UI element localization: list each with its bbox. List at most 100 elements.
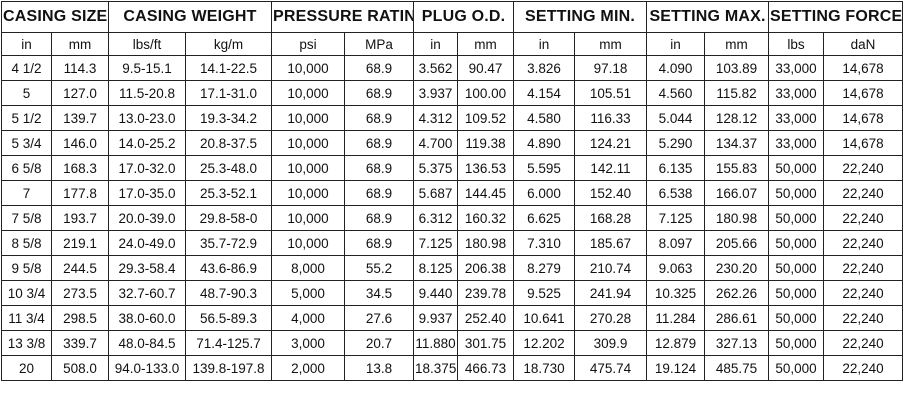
cell-plug-od-in: 3.937 — [413, 80, 459, 106]
cell-pressure-psi: 8,000 — [271, 255, 346, 281]
cell-setting-min-mm: 210.74 — [574, 255, 648, 281]
unit-cell: kg/m — [184, 32, 273, 56]
cell-casing-size-mm: 114.3 — [51, 55, 109, 81]
cell-pressure-psi: 10,000 — [271, 55, 346, 81]
cell-setting-max-in: 4.090 — [646, 55, 706, 81]
cell-force-dan: 22,240 — [823, 205, 904, 231]
cell-plug-od-in: 4.700 — [413, 130, 459, 156]
header-setting-force: SETTING FORCE — [768, 1, 904, 33]
cell-casing-size-mm: 139.7 — [51, 105, 109, 131]
cell-setting-min-mm: 116.33 — [574, 105, 648, 131]
cell-pressure-psi: 10,000 — [271, 230, 346, 256]
cell-setting-min-mm: 185.67 — [574, 230, 648, 256]
cell-pressure-mpa: 55.2 — [344, 255, 415, 281]
cell-force-lbs: 33,000 — [768, 55, 825, 81]
cell-pressure-mpa: 20.7 — [344, 330, 415, 356]
cell-pressure-psi: 10,000 — [271, 155, 346, 181]
cell-setting-min-in: 18.730 — [513, 355, 576, 381]
cell-setting-max-in: 12.879 — [646, 330, 706, 356]
cell-weight-kg-m: 17.1-31.0 — [184, 80, 273, 106]
cell-weight-kg-m: 139.8-197.8 — [184, 355, 273, 381]
cell-weight-lbs-ft: 29.3-58.4 — [108, 255, 186, 281]
cell-setting-min-mm: 97.18 — [574, 55, 648, 81]
cell-casing-size-mm: 177.8 — [51, 180, 109, 206]
cell-setting-min-mm: 124.21 — [574, 130, 648, 156]
cell-weight-kg-m: 25.3-52.1 — [184, 180, 273, 206]
cell-force-lbs: 50,000 — [768, 330, 825, 356]
cell-setting-min-mm: 475.74 — [574, 355, 648, 381]
cell-setting-min-mm: 105.51 — [574, 80, 648, 106]
cell-plug-od-in: 5.687 — [413, 180, 459, 206]
unit-cell: mm — [574, 32, 648, 56]
cell-force-dan: 22,240 — [823, 255, 904, 281]
cell-setting-min-in: 5.595 — [513, 155, 576, 181]
cell-casing-size-in: 6 5/8 — [1, 155, 52, 181]
units-row: in mm lbs/ft kg/m psi MPa in mm in mm in… — [1, 32, 904, 56]
cell-setting-max-in: 5.044 — [646, 105, 706, 131]
unit-cell: mm — [704, 32, 770, 56]
cell-casing-size-in: 10 3/4 — [1, 280, 52, 306]
cell-pressure-mpa: 68.9 — [344, 80, 415, 106]
cell-plug-od-in: 18.375 — [413, 355, 459, 381]
header-pressure-rating: PRESSURE RATING — [271, 1, 415, 33]
cell-setting-min-mm: 168.28 — [574, 205, 648, 231]
unit-cell: MPa — [344, 32, 415, 56]
cell-setting-max-in: 8.097 — [646, 230, 706, 256]
cell-pressure-mpa: 68.9 — [344, 105, 415, 131]
cell-weight-lbs-ft: 20.0-39.0 — [108, 205, 186, 231]
cell-plug-od-in: 4.312 — [413, 105, 459, 131]
cell-force-dan: 22,240 — [823, 230, 904, 256]
table-row: 5 1/2 139.7 13.0-23.0 19.3-34.2 10,000 68.9 4.… — [1, 105, 904, 131]
cell-plug-od-mm: 239.78 — [457, 280, 515, 306]
cell-setting-min-in: 6.625 — [513, 205, 576, 231]
cell-force-lbs: 33,000 — [768, 80, 825, 106]
cell-setting-max-in: 7.125 — [646, 205, 706, 231]
cell-weight-lbs-ft: 9.5-15.1 — [108, 55, 186, 81]
table-row: 8 5/8 219.1 24.0-49.0 35.7-72.9 10,000 68.9 7.… — [1, 230, 904, 256]
cell-setting-max-in: 4.560 — [646, 80, 706, 106]
cell-pressure-mpa: 68.9 — [344, 230, 415, 256]
cell-pressure-mpa: 68.9 — [344, 155, 415, 181]
cell-casing-size-mm: 193.7 — [51, 205, 109, 231]
table-row: 9 5/8 244.5 29.3-58.4 43.6-86.9 8,000 55.2 8.1… — [1, 255, 904, 281]
cell-force-dan: 14,678 — [823, 80, 904, 106]
cell-plug-od-mm: 206.38 — [457, 255, 515, 281]
cell-plug-od-mm: 301.75 — [457, 330, 515, 356]
cell-setting-max-mm: 286.61 — [704, 305, 770, 331]
cell-casing-size-in: 11 3/4 — [1, 305, 52, 331]
cell-setting-min-in: 6.000 — [513, 180, 576, 206]
cell-force-lbs: 50,000 — [768, 280, 825, 306]
header-plug-od: PLUG O.D. — [413, 1, 515, 33]
cell-force-dan: 14,678 — [823, 55, 904, 81]
cell-pressure-psi: 10,000 — [271, 205, 346, 231]
cell-setting-max-mm: 128.12 — [704, 105, 770, 131]
table-body: 4 1/2 114.3 9.5-15.1 14.1-22.5 10,000 68.9 3.5… — [1, 55, 904, 381]
unit-cell: psi — [271, 32, 346, 56]
cell-casing-size-in: 13 3/8 — [1, 330, 52, 356]
cell-setting-min-mm: 152.40 — [574, 180, 648, 206]
cell-pressure-mpa: 34.5 — [344, 280, 415, 306]
cell-casing-size-in: 5 — [1, 80, 52, 106]
cell-weight-kg-m: 14.1-22.5 — [184, 55, 273, 81]
cell-setting-max-in: 10.325 — [646, 280, 706, 306]
cell-plug-od-mm: 100.00 — [457, 80, 515, 106]
unit-cell: in — [513, 32, 576, 56]
cell-setting-min-mm: 270.28 — [574, 305, 648, 331]
cell-plug-od-in: 8.125 — [413, 255, 459, 281]
unit-cell: lbs — [768, 32, 825, 56]
cell-weight-lbs-ft: 24.0-49.0 — [108, 230, 186, 256]
unit-cell: in — [413, 32, 459, 56]
table-row: 5 3/4 146.0 14.0-25.2 20.8-37.5 10,000 68.9 4.… — [1, 130, 904, 156]
cell-weight-lbs-ft: 13.0-23.0 — [108, 105, 186, 131]
cell-pressure-mpa: 27.6 — [344, 305, 415, 331]
cell-plug-od-mm: 144.45 — [457, 180, 515, 206]
cell-setting-max-mm: 103.89 — [704, 55, 770, 81]
cell-force-lbs: 33,000 — [768, 130, 825, 156]
cell-weight-lbs-ft: 14.0-25.2 — [108, 130, 186, 156]
cell-pressure-psi: 10,000 — [271, 105, 346, 131]
cell-casing-size-mm: 508.0 — [51, 355, 109, 381]
cell-setting-max-mm: 262.26 — [704, 280, 770, 306]
cell-force-dan: 22,240 — [823, 330, 904, 356]
cell-plug-od-mm: 90.47 — [457, 55, 515, 81]
cell-setting-min-mm: 142.11 — [574, 155, 648, 181]
